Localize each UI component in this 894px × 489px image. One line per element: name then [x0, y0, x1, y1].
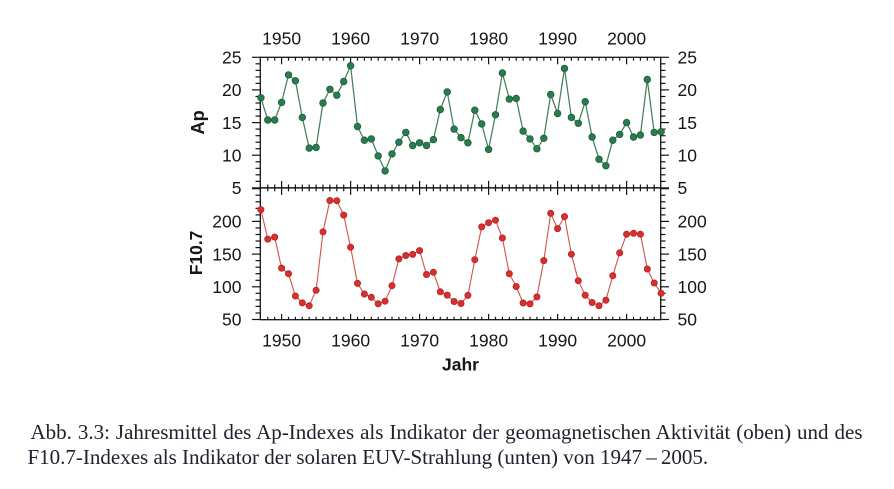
svg-text:150: 150 [212, 244, 241, 264]
svg-text:1980: 1980 [469, 28, 508, 48]
svg-text:200: 200 [212, 212, 241, 232]
svg-text:25: 25 [678, 48, 697, 68]
svg-text:1960: 1960 [331, 28, 370, 48]
svg-text:1990: 1990 [538, 331, 577, 351]
svg-text:1990: 1990 [538, 28, 577, 48]
svg-text:25: 25 [222, 48, 241, 68]
svg-text:1970: 1970 [400, 331, 439, 351]
svg-text:F10.7: F10.7 [186, 231, 206, 275]
svg-text:100: 100 [678, 277, 707, 297]
svg-text:5: 5 [232, 178, 242, 198]
svg-text:1950: 1950 [262, 28, 301, 48]
svg-text:Jahr: Jahr [442, 355, 479, 375]
svg-text:Ap: Ap [187, 110, 208, 134]
svg-text:15: 15 [678, 113, 697, 133]
svg-text:10: 10 [222, 145, 242, 165]
svg-text:100: 100 [212, 277, 241, 297]
svg-text:150: 150 [678, 244, 707, 264]
svg-text:1980: 1980 [469, 331, 508, 351]
svg-text:200: 200 [678, 212, 707, 232]
svg-text:15: 15 [222, 113, 241, 133]
svg-text:2000: 2000 [607, 331, 646, 351]
svg-text:10: 10 [678, 145, 698, 165]
svg-text:50: 50 [678, 310, 698, 330]
svg-text:20: 20 [222, 80, 242, 100]
svg-text:1950: 1950 [262, 331, 301, 351]
svg-text:5: 5 [678, 178, 688, 198]
svg-text:50: 50 [222, 310, 242, 330]
svg-text:20: 20 [678, 80, 698, 100]
svg-text:1960: 1960 [331, 331, 370, 351]
svg-text:1970: 1970 [400, 28, 439, 48]
svg-text:2000: 2000 [607, 28, 646, 48]
